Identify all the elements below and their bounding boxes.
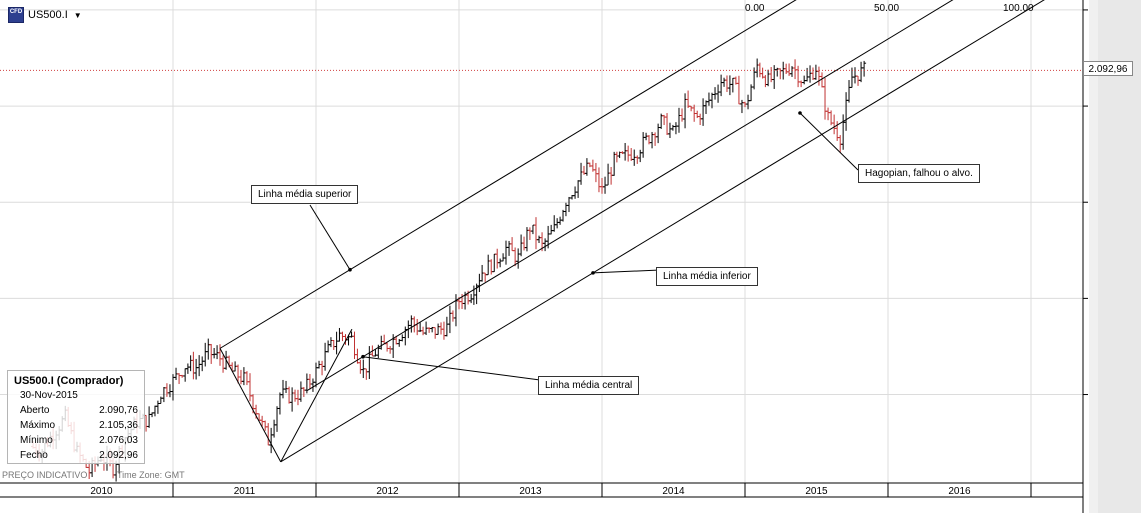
channel-upper-line [219,0,797,349]
info-row-high: Máximo 2.105,36 [20,420,138,431]
info-date: 30-Nov-2015 [20,390,78,401]
plot-area [0,0,1083,483]
fib-label-50: 50.00 [874,3,900,14]
info-row-close: Fecho 2.092,96 [20,450,138,461]
leader-central [362,356,541,381]
annotation-hagopian[interactable]: Hagopian, falhou o alvo. [858,164,980,183]
x-tick-label: 2013 [519,486,542,497]
channel-lower-line [280,0,1045,463]
leader-inferior [592,269,661,274]
info-title: US500.I (Comprador) [14,375,124,387]
x-tick-label: 2015 [805,486,828,497]
leader-superior-dot [348,267,352,272]
fib-label-0: 0.00 [745,3,765,14]
info-row-open: Aberto 2.090,76 [20,405,138,416]
cfd-icon: CFD [8,7,24,23]
channel-middle-line [306,0,954,392]
x-tick-label: 2012 [376,486,399,497]
annotation-central[interactable]: Linha média central [538,376,640,395]
leader-central-dot [361,354,365,359]
timezone-note: Time Zone: GMT [117,470,185,480]
pitchfork-handle-a [219,348,282,463]
x-tick-label: 2014 [662,486,685,497]
scrollbar-track [1098,0,1141,513]
symbol-selector[interactable]: CFD US500.I ▼ [8,6,82,24]
x-tick-label: 2016 [948,486,971,497]
indicative-price-note: PREÇO INDICATIVO [2,470,88,480]
fib-label-100: 100.00 [1003,3,1034,14]
leader-superior [309,204,351,270]
x-tick-label: 2011 [234,486,256,497]
grid [0,0,1083,483]
chevron-down-icon[interactable]: ▼ [73,10,82,20]
andrews-pitchfork[interactable] [0,0,1083,463]
info-row-low: Mínimo 2.076,03 [20,435,138,446]
x-tick-label: 2010 [90,486,113,497]
leader-inferior-dot [591,271,595,275]
symbol-name: US500.I [28,9,68,21]
current-price-tag: 2.092,96 [1083,61,1133,76]
pitchfork-handle-b [280,328,353,463]
annotation-superior[interactable]: Linha média superior [251,185,359,204]
annotation-inferior[interactable]: Linha média inferior [656,267,758,286]
leader-hagopian [799,112,859,171]
leader-hagopian-dot [798,111,802,115]
ohlc-info-panel: US500.I (Comprador) 30-Nov-2015 Aberto 2.… [7,370,145,464]
